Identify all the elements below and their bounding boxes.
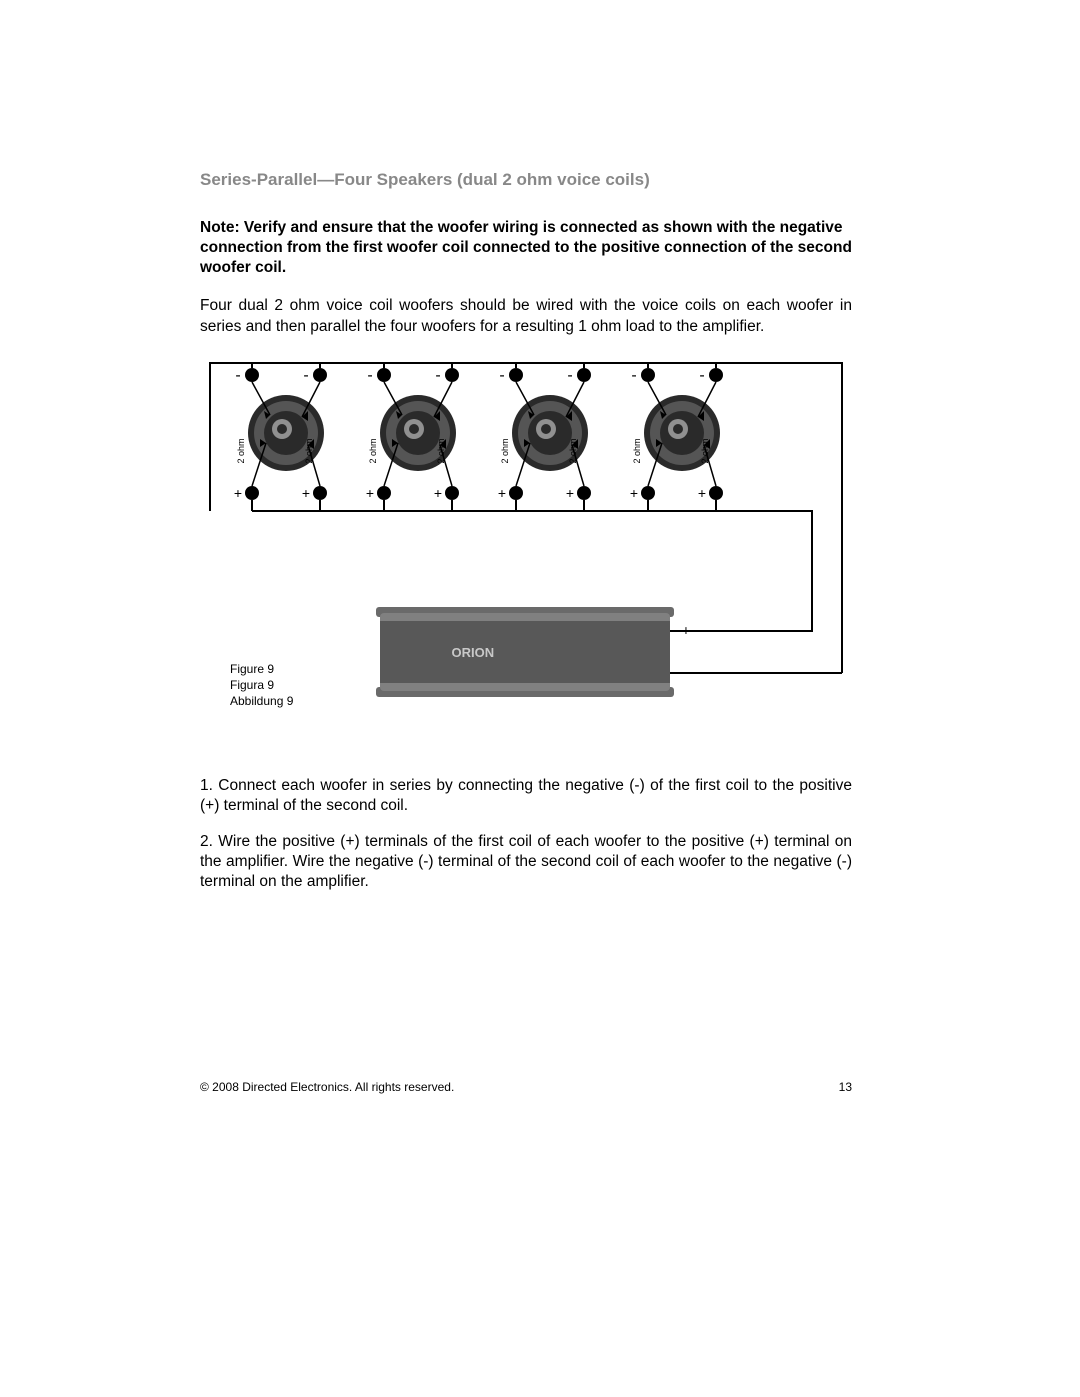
svg-text:2 ohm: 2 ohm [236,438,246,463]
footer-copyright: © 2008 Directed Electronics. All rights … [200,1080,454,1094]
svg-text:2 ohm: 2 ohm [436,438,446,463]
svg-text:-: - [631,367,636,384]
svg-text:-: - [367,367,372,384]
svg-text:ORION: ORION [451,645,494,660]
svg-text:2 ohm: 2 ohm [500,438,510,463]
svg-text:Figure 9: Figure 9 [230,662,274,676]
svg-text:+: + [566,485,574,501]
step-2: 2. Wire the positive (+) terminals of th… [200,832,852,892]
svg-text:2 ohm: 2 ohm [304,438,314,463]
svg-text:+: + [366,485,374,501]
svg-text:Abbildung 9: Abbildung 9 [230,694,294,708]
section-title: Series-Parallel—Four Speakers (dual 2 oh… [200,170,852,190]
svg-text:Figura 9: Figura 9 [230,678,274,692]
svg-text:2 ohm: 2 ohm [632,438,642,463]
svg-text:-: - [683,664,688,681]
svg-text:+: + [698,485,706,501]
page-footer: © 2008 Directed Electronics. All rights … [200,1080,852,1094]
note-paragraph: Note: Verify and ensure that the woofer … [200,218,852,278]
svg-text:-: - [435,367,440,384]
steps-list: 1. Connect each woofer in series by conn… [200,776,852,893]
svg-text:+: + [630,485,638,501]
svg-text:-: - [303,367,308,384]
svg-text:-: - [567,367,572,384]
intro-paragraph: Four dual 2 ohm voice coil woofers shoul… [200,296,852,336]
svg-text:2 ohm: 2 ohm [368,438,378,463]
step-1: 1. Connect each woofer in series by conn… [200,776,852,816]
svg-text:+: + [434,485,442,501]
svg-text:-: - [499,367,504,384]
svg-text:-: - [699,367,704,384]
svg-text:+: + [682,622,690,638]
footer-page-number: 13 [839,1080,852,1094]
svg-text:-: - [235,367,240,384]
svg-text:2 ohm: 2 ohm [568,438,578,463]
wiring-diagram: - - + +2 ohm 2 ohm - - + +2 ohm 2 ohm - - + +2 ohm 2 o… [200,353,852,741]
svg-text:+: + [234,485,242,501]
page-content: Series-Parallel—Four Speakers (dual 2 oh… [200,170,852,908]
svg-text:+: + [498,485,506,501]
svg-text:+: + [302,485,310,501]
svg-text:2 ohm: 2 ohm [700,438,710,463]
